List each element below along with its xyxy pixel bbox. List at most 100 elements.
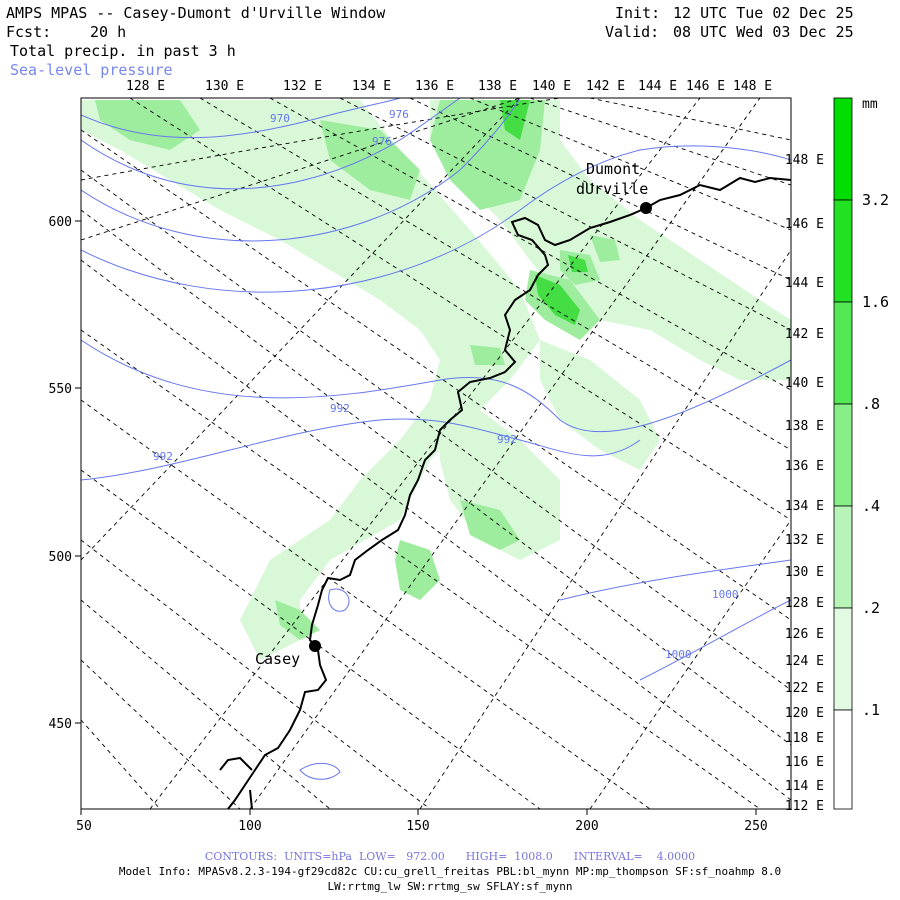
colorbar-label: 3.2 [862, 191, 889, 209]
valid-value: 08 UTC Wed 03 Dec 25 [673, 23, 854, 41]
y-tick-label: 600 [49, 215, 72, 230]
coastline-path [249, 789, 253, 809]
graticule-line [81, 539, 431, 809]
lon-label: 128 E [126, 79, 165, 94]
isobar-label: 976 [389, 108, 409, 121]
lon-label: 140 E [785, 376, 824, 391]
isobar-line [81, 418, 641, 481]
lon-label: 124 E [785, 654, 824, 669]
isobar-label: 992 [497, 433, 517, 446]
colorbar-swatch [833, 709, 853, 810]
isobar-labels: 970 976 976 992 992 992 1000 1000 [153, 108, 739, 661]
colorbar-swatch [833, 505, 853, 609]
y-tick-label: 550 [49, 382, 72, 397]
place-label-casey: Casey [255, 650, 300, 668]
lon-label: 136 E [785, 459, 824, 474]
coastline-path [219, 756, 253, 771]
window-title: AMPS MPAS -- Casey-Dumont d'Urville Wind… [6, 4, 386, 22]
colorbar-label: 1.6 [862, 293, 889, 311]
colorbar-label: .2 [862, 599, 880, 617]
forecast-value: 20 h [90, 23, 127, 41]
lon-label: 128 E [785, 596, 824, 611]
colorbar-label: .4 [862, 497, 880, 515]
precip-field [81, 100, 791, 660]
isobar-line [81, 98, 521, 242]
colorbar-swatch [833, 403, 853, 507]
isobar-label: 1000 [712, 588, 739, 601]
graticule-line [81, 98, 561, 181]
lon-label: 122 E [785, 681, 824, 696]
lon-label: 130 E [205, 79, 244, 94]
place-label-durville: dUrville [576, 180, 648, 198]
contour-info: CONTOURS: UNITS=hPa LOW= 972.00 HIGH= 10… [204, 850, 696, 863]
graticule-line [81, 329, 761, 809]
x-tick-label: 50 [76, 819, 92, 834]
top-longitude-labels: 128 E 130 E 132 E 134 E 136 E 138 E 140 … [126, 79, 772, 94]
colorbar-swatch [833, 97, 853, 201]
lon-label: 130 E [785, 565, 824, 580]
graticule-line [529, 98, 791, 186]
y-tick-label: 450 [49, 717, 72, 732]
forecast-label: Fcst: [6, 23, 52, 41]
graticule-line [129, 98, 791, 521]
precip-area [460, 500, 520, 550]
isobar-line [299, 763, 341, 780]
isobar-label: 992 [330, 402, 350, 415]
field-title: Total precip. in past 3 h [10, 42, 236, 60]
graticule-line [81, 98, 521, 561]
colorbar-units: mm [862, 97, 878, 112]
lon-label: 140 E [532, 79, 571, 94]
lon-label: 142 E [785, 327, 824, 342]
precip-area [590, 235, 620, 262]
precip-area [540, 340, 660, 470]
isobar-line [81, 339, 791, 433]
graticule-line [249, 98, 761, 809]
casey-station-marker [309, 640, 321, 652]
dumont-station-marker [640, 202, 652, 214]
x-tick-label: 150 [406, 819, 429, 834]
lon-label: 144 E [785, 276, 824, 291]
isobar-line [81, 145, 791, 293]
lon-label: 120 E [785, 706, 824, 721]
isobars [81, 98, 791, 780]
precip-area [500, 100, 530, 140]
precip-area [395, 540, 440, 600]
isobar-line [81, 98, 461, 190]
overlay-title: Sea-level pressure [10, 61, 173, 79]
graticule-line [589, 519, 791, 809]
graticule-line [81, 98, 521, 241]
graticule-line [81, 469, 541, 809]
lon-label: 114 E [785, 779, 824, 794]
lon-label: 138 E [478, 79, 517, 94]
lon-label: 112 E [785, 799, 824, 814]
model-info: Model Info: MPASv8.2.3-194-gf29cd82c CU:… [118, 865, 782, 878]
isobar-line [639, 599, 791, 681]
y-tick-label: 500 [49, 550, 72, 565]
precip-area [81, 100, 540, 660]
right-longitude-labels: 148 E 146 E 144 E 142 E 140 E 138 E 136 E 134 E… [785, 153, 824, 814]
valid-label: Valid: [605, 23, 660, 41]
colorbar-swatch [833, 607, 853, 711]
graticule-line [589, 98, 791, 141]
graticule-line [81, 719, 161, 809]
lon-label: 146 E [785, 217, 824, 232]
graticule-line [81, 169, 791, 691]
graticule [81, 98, 791, 809]
graticule-line [149, 98, 701, 809]
isobar-line [328, 588, 350, 612]
lon-label: 126 E [785, 627, 824, 642]
place-label-dumont: Dumont [586, 160, 640, 178]
precip-area [275, 600, 320, 640]
lon-label: 142 E [586, 79, 625, 94]
x-tick-label: 200 [575, 819, 598, 834]
x-axis: 50 100 150 200 250 [76, 809, 768, 834]
lon-label: 134 E [352, 79, 391, 94]
lon-label: 132 E [283, 79, 322, 94]
lon-label: 118 E [785, 731, 824, 746]
isobar-label: 976 [372, 135, 392, 148]
lon-label: 146 E [686, 79, 725, 94]
x-tick-label: 250 [744, 819, 767, 834]
lon-label: 136 E [415, 79, 454, 94]
colorbar-label: .8 [862, 395, 880, 413]
graticule-line [199, 98, 791, 451]
